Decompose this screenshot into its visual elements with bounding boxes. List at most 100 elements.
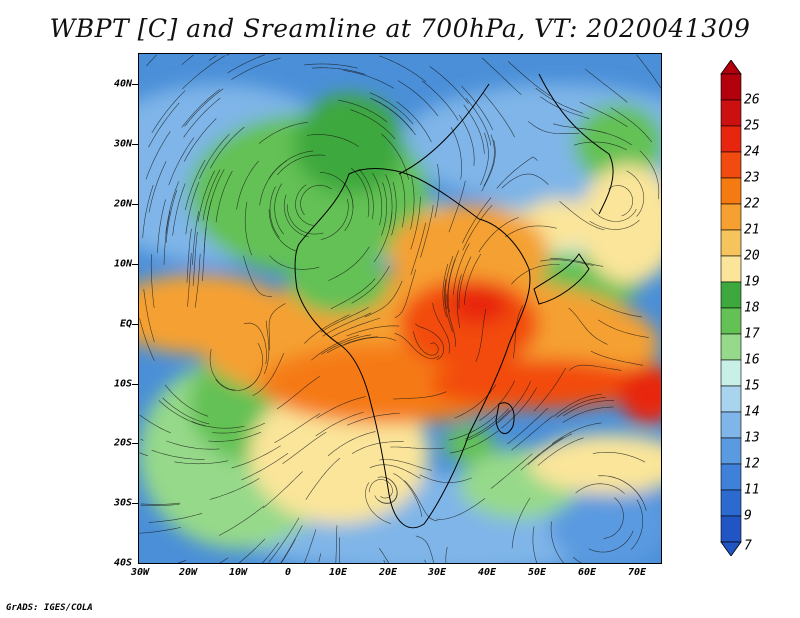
colorbar-cell xyxy=(720,73,742,101)
streamline xyxy=(396,101,432,143)
streamline xyxy=(490,453,533,489)
streamline xyxy=(197,170,216,222)
streamline xyxy=(148,513,203,523)
colorbar-cell xyxy=(720,255,742,283)
streamline xyxy=(351,441,404,455)
streamline xyxy=(329,317,381,339)
streamline xyxy=(303,63,358,69)
tick xyxy=(132,443,138,444)
streamline xyxy=(343,337,397,346)
streamline xyxy=(501,173,549,189)
streamline xyxy=(215,170,233,223)
lon-label: 30E xyxy=(427,567,447,578)
streamline xyxy=(151,449,205,460)
streamline xyxy=(185,181,200,235)
streamline xyxy=(252,352,285,397)
lat-label: 20S xyxy=(113,437,132,449)
streamline xyxy=(379,459,432,471)
streamline xyxy=(591,208,637,222)
streamline xyxy=(447,250,459,303)
streamline xyxy=(511,497,531,549)
lat-label: 30S xyxy=(113,497,132,509)
lon-label: 10E xyxy=(328,567,348,578)
lon-label: 60E xyxy=(577,567,597,578)
lon-label: 20W xyxy=(178,567,198,578)
streamline xyxy=(277,154,326,176)
streamline xyxy=(568,364,622,371)
streamline xyxy=(393,391,447,400)
streamline xyxy=(592,452,646,463)
tick xyxy=(132,144,138,145)
streamline xyxy=(165,181,179,234)
streamline xyxy=(381,133,409,180)
streamline xyxy=(165,189,178,243)
streamline xyxy=(269,186,280,238)
streamline xyxy=(481,140,496,192)
streamline xyxy=(610,107,653,143)
streamline xyxy=(327,431,376,457)
tick xyxy=(132,84,138,85)
streamline xyxy=(603,497,624,539)
streamline xyxy=(390,446,445,450)
colorbar-cell xyxy=(720,203,742,231)
lon-label: 70E xyxy=(627,567,647,578)
streamline xyxy=(151,90,186,134)
streamline xyxy=(209,478,260,500)
streamline xyxy=(226,54,230,56)
streamline xyxy=(381,182,387,236)
streamline xyxy=(183,118,217,162)
colorbar-label: 7 xyxy=(744,538,752,554)
streamline xyxy=(194,253,201,308)
streamline xyxy=(636,54,661,89)
lat-label: EQ xyxy=(119,318,132,330)
colorbar-cell xyxy=(720,151,742,179)
streamline xyxy=(404,480,438,522)
streamline xyxy=(450,127,462,180)
streamline xyxy=(481,57,522,96)
streamline xyxy=(312,67,366,75)
streamline xyxy=(410,196,421,250)
streamline xyxy=(321,334,372,355)
streamline xyxy=(589,219,640,230)
streamline xyxy=(346,325,400,337)
colorbar-cell xyxy=(720,177,742,205)
streamline xyxy=(148,102,180,148)
streamline xyxy=(320,198,349,240)
lat-label: 10N xyxy=(113,258,132,270)
streamline xyxy=(444,255,454,310)
streamline xyxy=(372,172,383,226)
colorbar-cell xyxy=(720,411,742,439)
streamline xyxy=(335,525,338,563)
streamline xyxy=(446,293,456,347)
streamline xyxy=(186,228,192,283)
map-panel xyxy=(138,53,662,564)
colorbar-cell xyxy=(720,359,742,387)
streamline xyxy=(475,308,487,362)
streamline xyxy=(550,521,564,563)
streamline xyxy=(528,121,580,135)
streamline xyxy=(199,133,230,179)
streamline xyxy=(365,482,392,524)
colorbar-cell xyxy=(720,333,742,361)
streamline xyxy=(456,274,462,328)
streamline xyxy=(479,380,515,421)
colorbar-label: 21 xyxy=(744,222,760,238)
streamline xyxy=(276,375,320,410)
streamline xyxy=(283,194,309,237)
streamline xyxy=(311,334,359,361)
streamline xyxy=(410,222,426,275)
streamline xyxy=(520,437,564,471)
streamline xyxy=(369,464,421,479)
streamline xyxy=(413,331,439,356)
streamline xyxy=(268,209,298,252)
streamline xyxy=(139,318,155,361)
colorbar-label: 13 xyxy=(744,430,760,446)
colorbar-cell xyxy=(720,489,742,517)
streamline xyxy=(630,499,643,550)
streamline xyxy=(393,473,423,518)
streamline xyxy=(480,132,489,186)
streamline xyxy=(429,66,469,104)
streamline xyxy=(268,303,286,351)
streamline xyxy=(280,538,296,563)
colorbar-cell xyxy=(720,281,742,309)
